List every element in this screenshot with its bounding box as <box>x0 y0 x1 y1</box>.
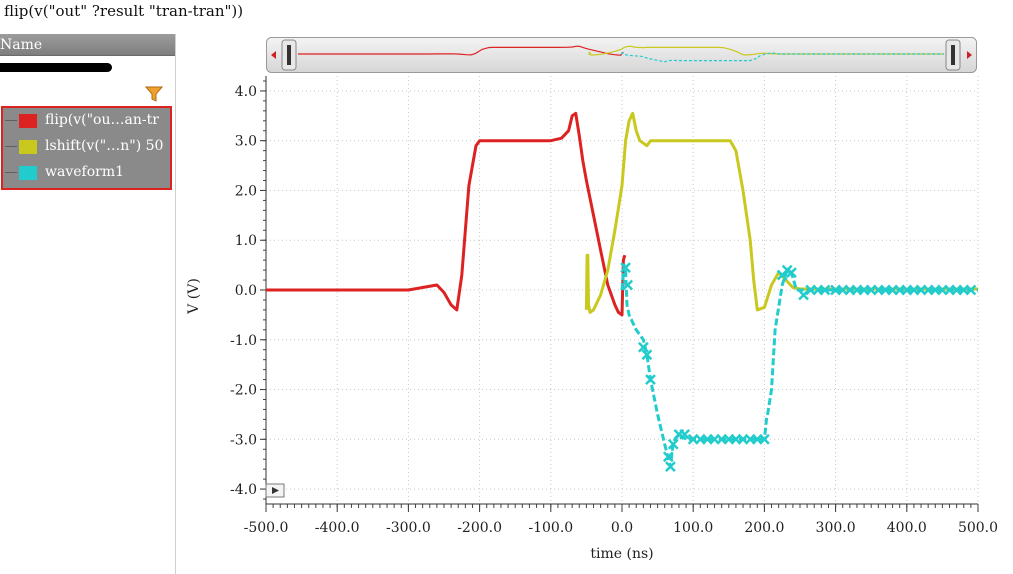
y-axis-label: V (V) <box>186 278 202 315</box>
marker-stroke <box>641 349 653 361</box>
x-tick-label: 200.0 <box>744 520 784 536</box>
scroll-left-arrow-icon[interactable] <box>271 51 276 59</box>
overview-trace-1 <box>588 45 944 56</box>
trace-legend: flip(v("ou…an-tr lshift(v("…n") 50 wavef… <box>1 106 172 190</box>
x-tick-label: -400.0 <box>315 520 360 536</box>
data-marker <box>662 451 674 463</box>
grip-icon <box>951 45 955 65</box>
legend-label: waveform1 <box>45 164 125 180</box>
legend-swatch <box>19 166 37 180</box>
redacted-bar <box>0 63 112 72</box>
markers <box>620 262 977 473</box>
marker-stroke <box>781 264 793 276</box>
x-tick-label: 400.0 <box>887 520 927 536</box>
overview-trace-2 <box>620 52 944 63</box>
y-tick-label: -2.0 <box>230 383 257 399</box>
overview-traces <box>298 45 944 63</box>
data-marker <box>786 267 797 278</box>
x-tick-label: 500.0 <box>958 520 998 536</box>
y-tick-label: -4.0 <box>230 482 257 498</box>
y-tick-label: 0.0 <box>235 283 257 299</box>
y-tick-label: -1.0 <box>230 333 257 349</box>
column-header-name[interactable]: Name <box>0 34 176 56</box>
data-marker <box>759 433 770 445</box>
marker-stroke <box>798 289 809 301</box>
x-tick-label: -300.0 <box>386 520 431 536</box>
marker-stroke <box>667 438 679 450</box>
marker-stroke <box>819 284 831 296</box>
overview-scrollbar[interactable] <box>266 37 977 73</box>
marker-stroke <box>645 374 656 385</box>
legend-label: lshift(v("…n") 50 <box>45 138 164 154</box>
x-tick-label: 300.0 <box>816 520 856 536</box>
data-marker <box>819 284 831 296</box>
marker-stroke <box>622 279 634 291</box>
marker-stroke <box>637 341 649 353</box>
marker-stroke <box>620 262 631 273</box>
legend-swatch <box>19 140 37 154</box>
legend-item-flip[interactable]: flip(v("ou…an-tr <box>3 110 171 132</box>
data-marker <box>665 461 676 473</box>
y-tick-label: 4.0 <box>235 84 257 100</box>
traces <box>266 111 978 469</box>
marker-stroke <box>665 461 676 473</box>
column-header-label: Name <box>0 37 43 53</box>
data-marker <box>641 349 653 361</box>
trace-line-2 <box>620 263 978 469</box>
scroll-right-arrow-icon[interactable] <box>967 51 972 59</box>
data-marker <box>620 262 631 273</box>
data-marker <box>637 341 649 353</box>
tree-connector <box>5 146 17 147</box>
x-tick-label: -500.0 <box>244 520 289 536</box>
y-tick-label: 2.0 <box>235 183 257 199</box>
marker-stroke <box>786 267 797 278</box>
tree-connector <box>5 120 17 121</box>
data-marker <box>679 428 691 440</box>
tree-connector <box>5 172 17 173</box>
x-tick-label: 0.0 <box>611 520 633 536</box>
marker-stroke <box>759 433 770 445</box>
x-tick-label: -200.0 <box>457 520 502 536</box>
marker-stroke <box>965 284 977 296</box>
x-tick-label: 100.0 <box>673 520 713 536</box>
data-marker <box>645 374 656 385</box>
data-marker <box>622 279 634 291</box>
x-axis-label: time (ns) <box>590 546 653 562</box>
marker-stroke <box>679 428 691 440</box>
panel-divider[interactable] <box>175 34 176 574</box>
tick-labels: 4.0 3.0 2.0 1.0 0.0 -1.0 -2.0 -3.0 -4.0 -500.0 -40… <box>230 84 998 536</box>
legend-item-lshift[interactable]: lshift(v("…n") 50 <box>3 136 171 158</box>
data-marker <box>667 438 679 450</box>
x-tick-label: -100.0 <box>528 520 573 536</box>
marker-stroke <box>662 451 674 463</box>
window-title: flip(v("out" ?result "tran-tran")) <box>4 2 244 20</box>
grip-icon <box>287 45 291 65</box>
trace-line-0 <box>266 111 627 317</box>
legend-label: flip(v("ou…an-tr <box>45 112 159 128</box>
y-tick-label: 1.0 <box>235 233 257 249</box>
play-icon[interactable] <box>265 483 285 498</box>
y-tick-label: -3.0 <box>230 432 257 448</box>
overview-trace-0 <box>298 45 624 56</box>
legend-item-waveform1[interactable]: waveform1 <box>3 162 171 184</box>
filter-icon[interactable] <box>145 86 163 102</box>
legend-swatch <box>19 114 37 128</box>
data-marker <box>965 284 977 296</box>
waveform-plot[interactable]: 4.0 3.0 2.0 1.0 0.0 -1.0 -2.0 -3.0 -4.0 -500.0 -40… <box>180 76 1010 566</box>
data-marker <box>798 289 809 301</box>
y-tick-label: 3.0 <box>235 134 257 150</box>
trace-line-1 <box>584 111 978 314</box>
